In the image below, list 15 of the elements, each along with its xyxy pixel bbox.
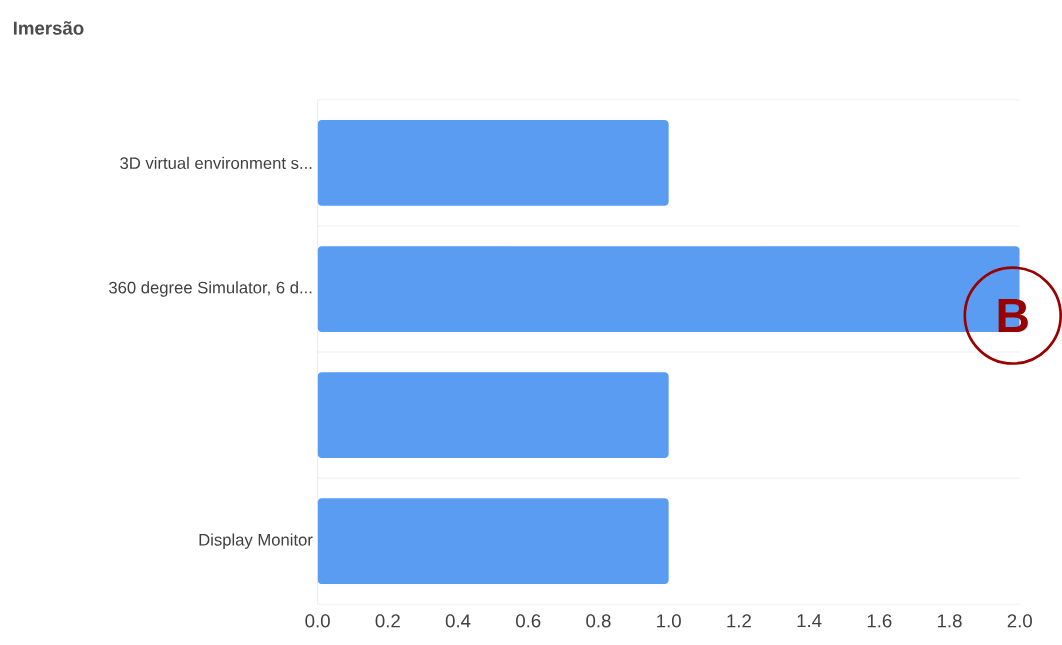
y-tick-label: 3D virtual environment s... [120,156,312,169]
x-tick-label: 1.0 [657,614,681,628]
x-tick-label: 1.8 [937,614,962,628]
y-tick-label: Display Monitor [199,533,313,549]
x-tick-label: 2.0 [1007,614,1032,628]
x-tick-label: 1.6 [867,614,892,628]
x-tick-label: 0.4 [445,614,471,628]
x-tick-label: 0.8 [586,614,611,628]
x-tick-label: 0.2 [375,614,400,628]
text: Imersão [13,21,84,35]
x-tick-label: 0.0 [305,614,330,628]
x-tick-label: 1.2 [727,614,751,628]
x-tick-label: 0.6 [516,614,541,628]
y-tick-label: 360 degree Simulator, 6 d... [109,281,312,297]
x-tick-label: 1.4 [797,614,822,628]
